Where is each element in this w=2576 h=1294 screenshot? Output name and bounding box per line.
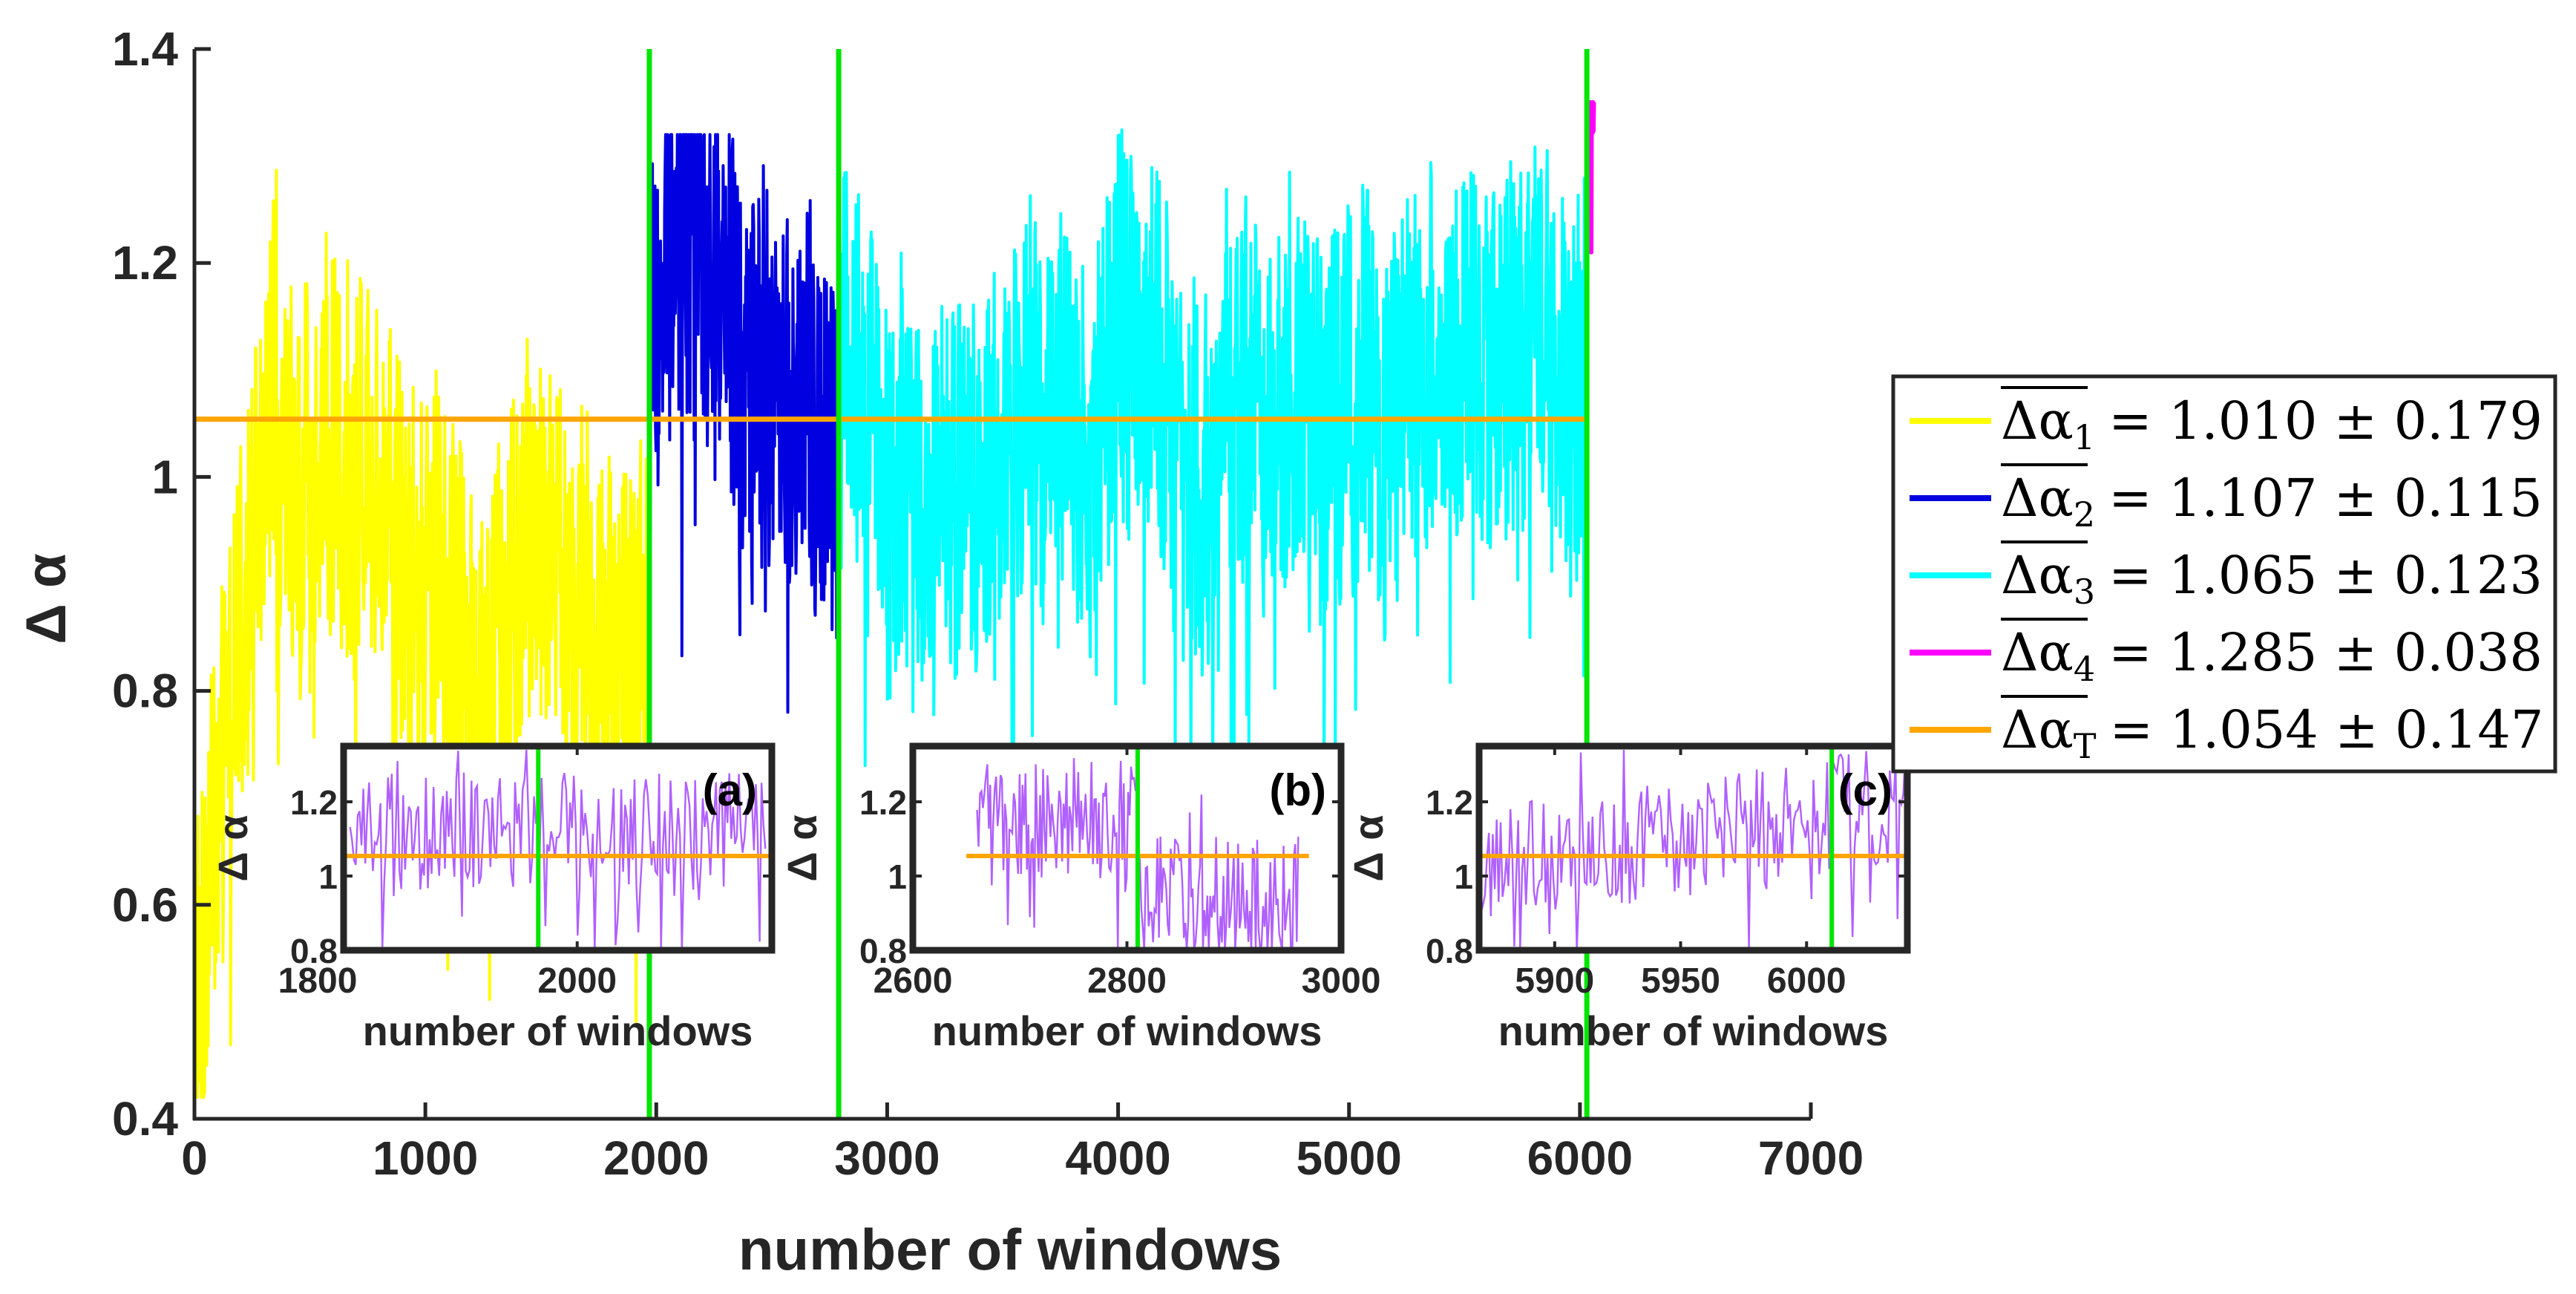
inset-x-tick-label: 2800 xyxy=(1087,961,1167,1001)
inset-series-line xyxy=(349,749,767,951)
inset-x-tick-label: 6000 xyxy=(1767,961,1846,1001)
inset-y-axis-label: Δ α xyxy=(209,814,256,881)
insets-layer: 1800 2000 0.8 1 1.2 number of windows Δ α (a) 26… xyxy=(209,742,1911,1054)
inset-y-axis-label: Δ α xyxy=(1345,814,1392,881)
legend-label: Δα3 = 1.065 ± 0.123 xyxy=(2001,545,2543,612)
legend-entry-2: Δα2 = 1.107 ± 0.115 xyxy=(1910,463,2543,535)
inset-y-tick-label: 1 xyxy=(1454,857,1473,896)
inset-x-tick-label: 5900 xyxy=(1515,961,1594,1001)
inset-panel-label: (a) xyxy=(703,765,757,815)
inset-y-tick-label: 1.2 xyxy=(290,783,338,822)
inset-frame xyxy=(340,742,776,954)
inset-y-tick-label: 1 xyxy=(888,857,907,896)
inset-y-tick-label: 0.8 xyxy=(1426,932,1473,970)
y-tick-label-2: 0.8 xyxy=(112,664,178,718)
legend-label: Δα4 = 1.285 ± 0.038 xyxy=(2001,622,2543,689)
x-axis-label: number of windows xyxy=(738,1217,1282,1282)
legend-entry-4: Δα4 = 1.285 ± 0.038 xyxy=(1910,618,2543,689)
main-axes: 0 1000 2000 3000 4000 5000 6000 70000.40.60.811… xyxy=(15,22,1864,1282)
legend-box xyxy=(1891,374,2557,774)
inset-x-tick-label: 2600 xyxy=(874,961,953,1001)
inset-panel-label: (b) xyxy=(1269,765,1326,815)
x-tick-label-2: 2000 xyxy=(603,1131,709,1185)
inset-panel-label: (c) xyxy=(1838,765,1892,815)
inset-x-tick-label: 3000 xyxy=(1302,961,1381,1001)
inset-x-tick-label: 5950 xyxy=(1641,961,1720,1001)
inset-x-tick-label: 1800 xyxy=(278,961,358,1001)
inset-b: 2600 2800 3000 0.8 1 1.2 number of windows Δ α (… xyxy=(779,742,1381,1054)
x-tick-label-3: 3000 xyxy=(834,1131,940,1185)
x-tick-label-5: 5000 xyxy=(1297,1131,1402,1185)
inset-frame xyxy=(1475,742,1911,954)
y-axis-label: Δ α xyxy=(15,553,78,644)
inset-x-axis-label: number of windows xyxy=(363,1007,753,1054)
inset-x-tick-label: 2000 xyxy=(537,961,617,1001)
legend-entry-1: Δα1 = 1.010 ± 0.179 xyxy=(1910,386,2543,457)
legend-label: Δα2 = 1.107 ± 0.115 xyxy=(2001,468,2543,535)
y-tick-label-3: 1 xyxy=(151,450,178,503)
x-tick-label-0: 0 xyxy=(181,1131,208,1185)
inset-y-tick-label: 1.2 xyxy=(1426,783,1473,822)
y-tick-label-4: 1.2 xyxy=(112,236,178,290)
inset-y-axis-label: Δ α xyxy=(779,814,825,881)
inset-y-tick-label: 0.8 xyxy=(859,932,907,970)
y-tick-label-0: 0.4 xyxy=(112,1092,178,1146)
inset-y-tick-label: 0.8 xyxy=(290,932,338,970)
x-tick-label-4: 4000 xyxy=(1065,1131,1170,1185)
x-tick-label-6: 6000 xyxy=(1527,1131,1633,1185)
inset-series-line xyxy=(1478,749,1909,951)
inset-y-tick-label: 1 xyxy=(318,857,338,896)
inset-y-tick-label: 1.2 xyxy=(859,783,907,822)
legend: Δα1 = 1.010 ± 0.179 Δα2 = 1.107 ± 0.115 Δα3 =… xyxy=(1891,374,2557,774)
y-tick-label-5: 1.4 xyxy=(112,22,178,76)
inset-a: 1800 2000 0.8 1 1.2 number of windows Δ α (a) xyxy=(209,742,776,1054)
legend-entry-5: ΔαT = 1.054 ± 0.147 xyxy=(1910,695,2543,766)
x-tick-label-7: 7000 xyxy=(1758,1131,1864,1185)
inset-x-axis-label: number of windows xyxy=(1498,1007,1889,1054)
y-tick-label-1: 0.6 xyxy=(112,878,178,932)
series-line-2 xyxy=(648,133,841,714)
legend-label: Δα1 = 1.010 ± 0.179 xyxy=(2001,391,2543,457)
legend-label: ΔαT = 1.054 ± 0.147 xyxy=(2001,699,2543,766)
x-tick-label-1: 1000 xyxy=(373,1131,478,1185)
series-line-1 xyxy=(193,169,651,1099)
inset-x-axis-label: number of windows xyxy=(932,1007,1323,1054)
legend-entry-3: Δα3 = 1.065 ± 0.123 xyxy=(1910,540,2543,612)
inset-c: 5900 5950 6000 0.8 1 1.2 number of windows Δ α (… xyxy=(1345,742,1911,1054)
